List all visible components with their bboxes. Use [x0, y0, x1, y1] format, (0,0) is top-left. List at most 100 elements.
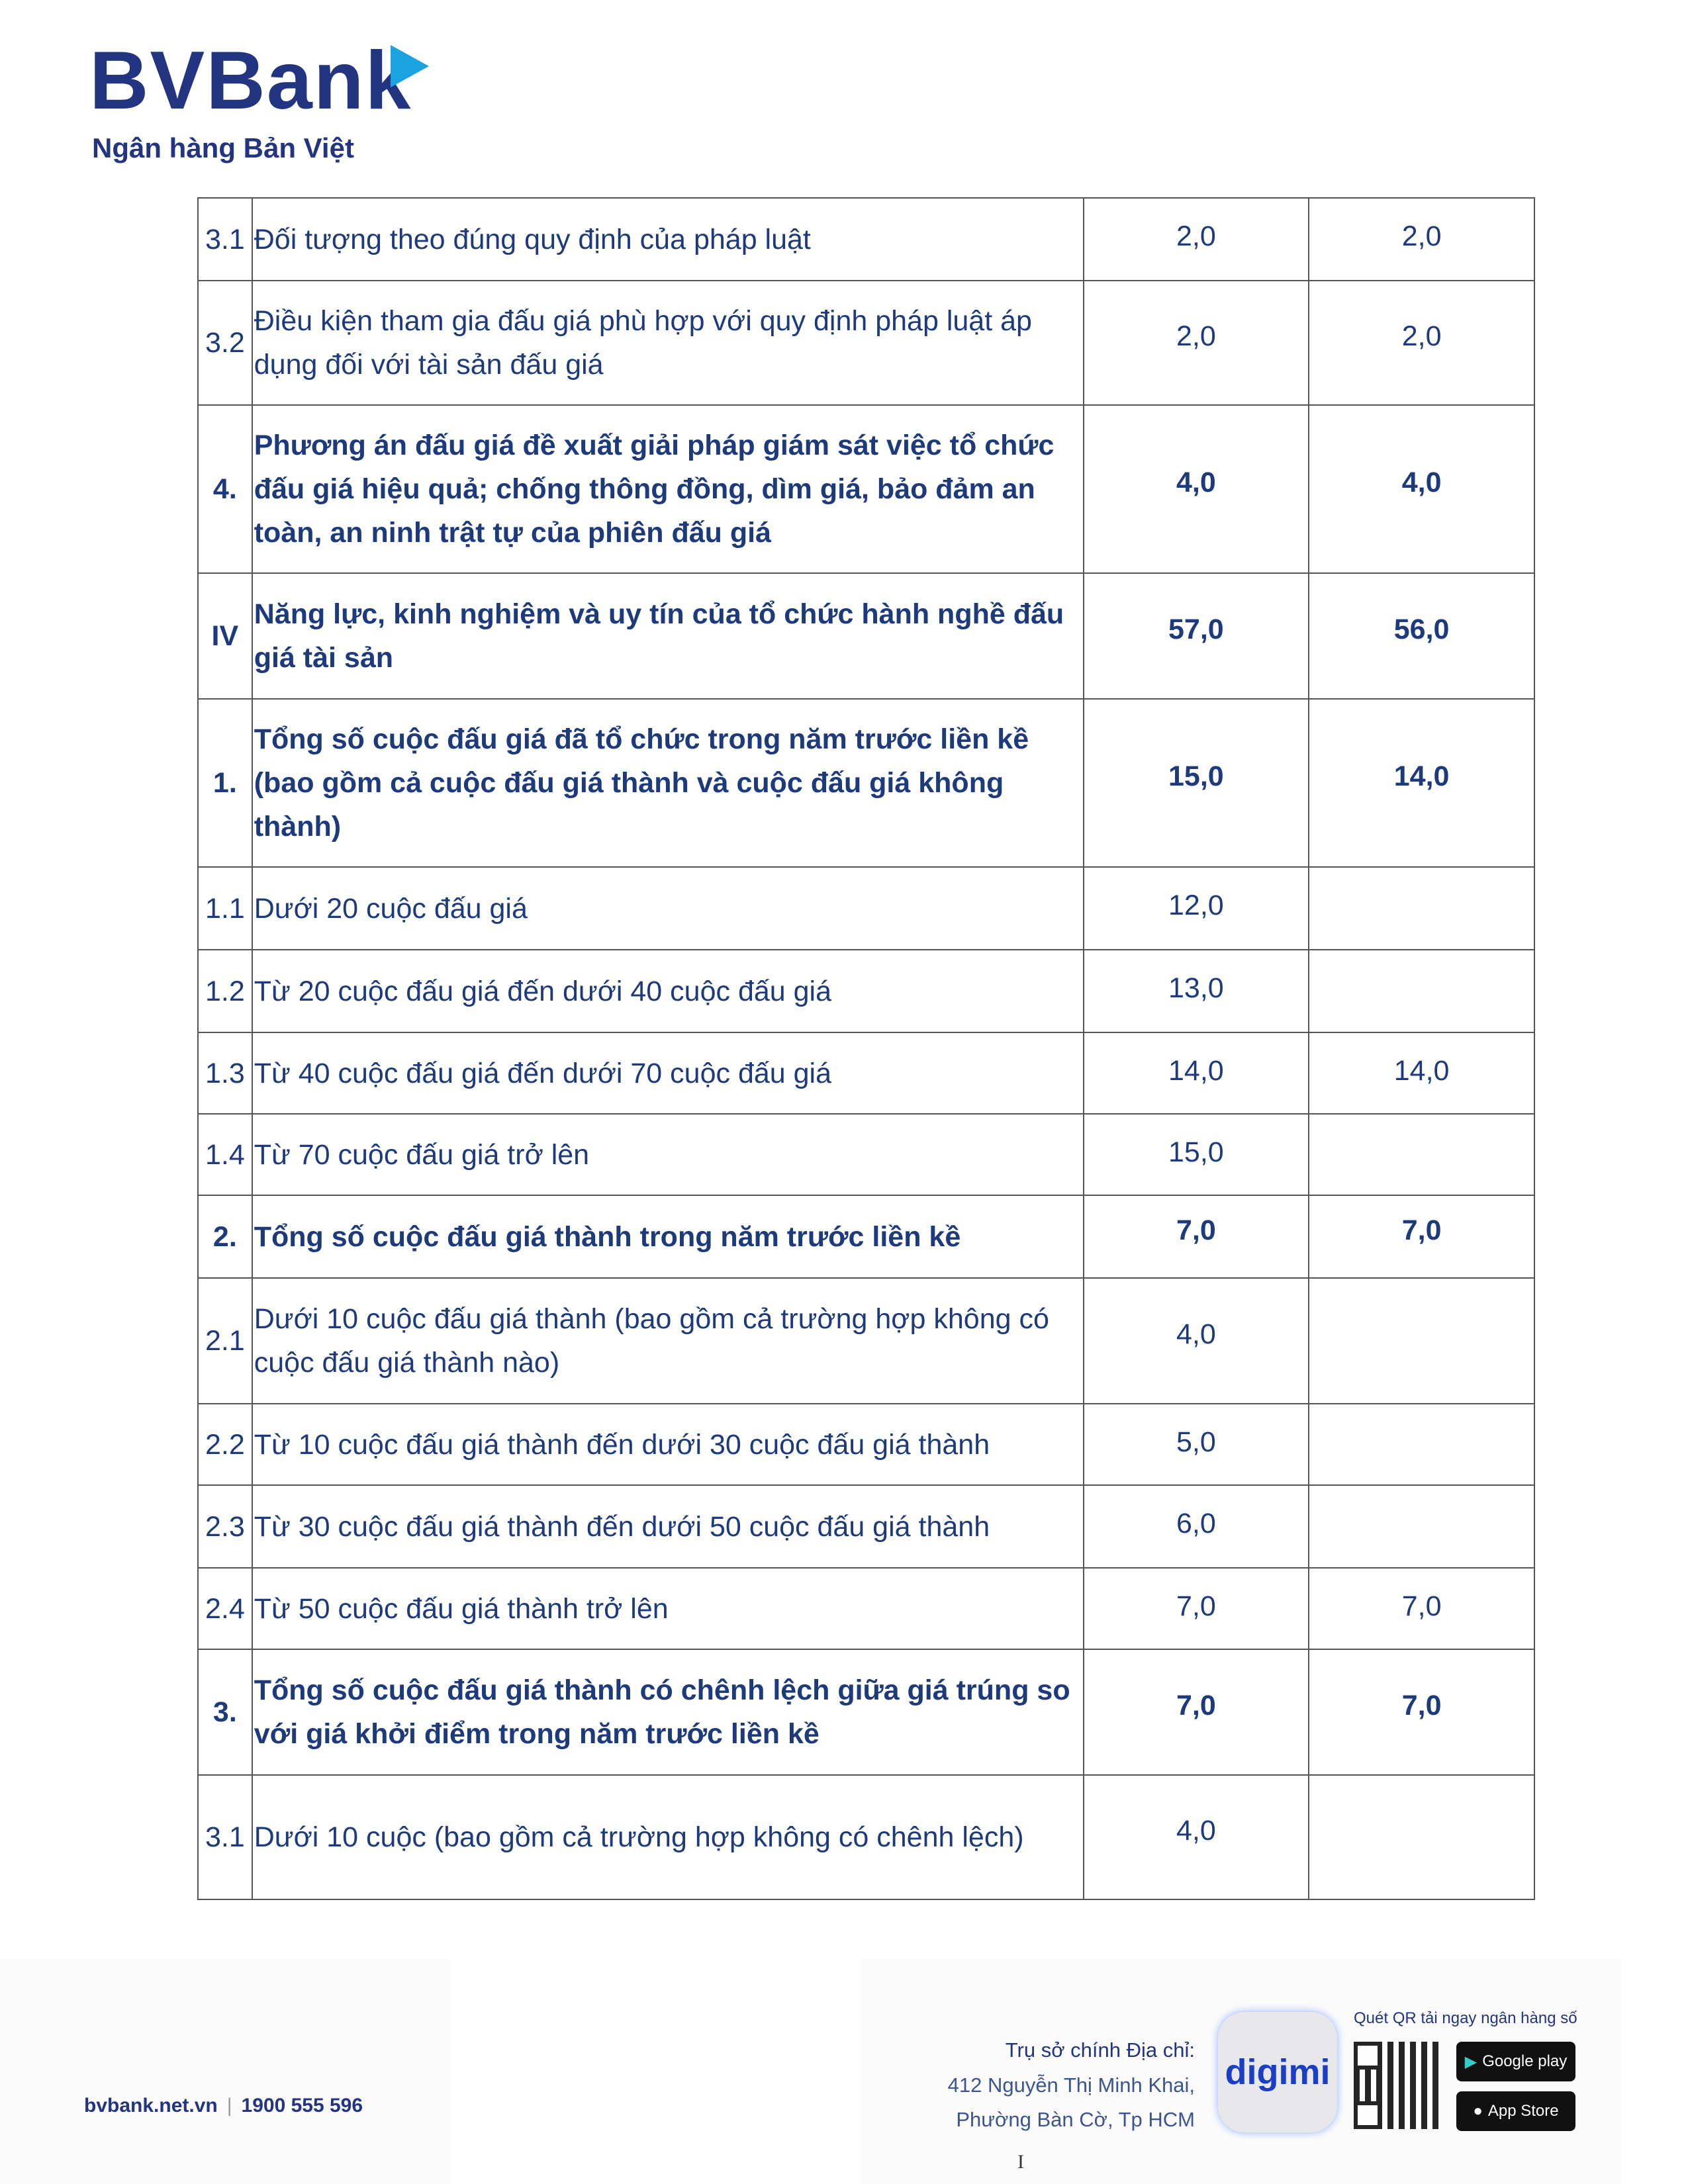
table-row: 1. Tổng số cuộc đấu giá đã tổ chức trong … [197, 698, 1535, 868]
max-score: 5,0 [1082, 1403, 1310, 1486]
table-row: 3.2 Điều kiện tham gia đấu giá phù hợp vớ… [197, 280, 1535, 406]
text-cursor-mark: I [1017, 2151, 1024, 2173]
max-score: 7,0 [1082, 1567, 1310, 1650]
apple-icon: ● [1473, 2102, 1483, 2120]
table-row: 3. Tổng số cuộc đấu giá thành có chênh lệ… [197, 1649, 1535, 1776]
row-number: 3.1 [197, 1774, 253, 1900]
awarded-score [1308, 1403, 1535, 1486]
max-score: 2,0 [1082, 197, 1310, 281]
awarded-score: 4,0 [1308, 404, 1535, 574]
awarded-score [1308, 1113, 1535, 1196]
table-row: 2.4 Từ 50 cuộc đấu giá thành trở lên 7,0 7,… [197, 1567, 1535, 1650]
max-score: 15,0 [1082, 698, 1310, 868]
row-number: 1.2 [197, 949, 253, 1033]
google-play-badge[interactable]: ▶ Google play [1456, 2042, 1575, 2081]
table-row: 3.1 Đối tượng theo đúng quy định của pháp… [197, 197, 1535, 281]
qr-caption: Quét QR tải ngay ngân hàng số [1354, 2009, 1577, 2027]
row-number: 2.1 [197, 1277, 253, 1404]
max-score: 4,0 [1082, 1277, 1310, 1404]
row-number: 3. [197, 1649, 253, 1776]
row-description: Phương án đấu giá đề xuất giải pháp giám… [251, 404, 1084, 574]
footer-contact: bvbank.net.vn | 1900 555 596 [84, 2095, 363, 2117]
row-description: Dưới 20 cuộc đấu giá [251, 866, 1084, 950]
awarded-score: 14,0 [1308, 698, 1535, 868]
table-row: 1.1 Dưới 20 cuộc đấu giá 12,0 [197, 866, 1535, 950]
row-description: Năng lực, kinh nghiệm và uy tín của tổ c… [251, 572, 1084, 700]
hotline[interactable]: 1900 555 596 [241, 2095, 363, 2116]
row-number: 3.1 [197, 197, 253, 281]
row-number: 3.2 [197, 280, 253, 406]
awarded-score: 7,0 [1308, 1649, 1535, 1776]
table-row: 1.3 Từ 40 cuộc đấu giá đến dưới 70 cuộc đ… [197, 1032, 1535, 1115]
row-number: 2.3 [197, 1484, 253, 1569]
separator: | [226, 2095, 232, 2116]
logo-subtitle: Ngân hàng Bản Việt [92, 132, 354, 163]
awarded-score [1308, 949, 1535, 1033]
row-description: Tổng số cuộc đấu giá thành trong năm trư… [251, 1195, 1084, 1279]
scoring-table: 3.1 Đối tượng theo đúng quy định của pháp… [197, 197, 1535, 1900]
row-number: 1.4 [197, 1113, 253, 1196]
app-store-badge[interactable]: ● App Store [1456, 2091, 1575, 2131]
logo-text: BVBank [89, 35, 412, 126]
max-score: 7,0 [1082, 1195, 1310, 1279]
awarded-score [1308, 866, 1535, 950]
awarded-score: 56,0 [1308, 572, 1535, 700]
max-score: 4,0 [1082, 404, 1310, 574]
awarded-score: 2,0 [1308, 197, 1535, 281]
row-description: Dưới 10 cuộc (bao gồm cả trường hợp khôn… [251, 1774, 1084, 1900]
awarded-score: 14,0 [1308, 1032, 1535, 1115]
bvbank-logo: BVBank Ngân hàng Bản Việt [89, 40, 447, 172]
max-score: 15,0 [1082, 1113, 1310, 1196]
digimi-logo-text: digimi [1225, 2052, 1331, 2092]
row-number: 1. [197, 698, 253, 868]
row-number: 2. [197, 1195, 253, 1279]
awarded-score: 7,0 [1308, 1195, 1535, 1279]
row-description: Từ 50 cuộc đấu giá thành trở lên [251, 1567, 1084, 1650]
max-score: 13,0 [1082, 949, 1310, 1033]
address-line-2: Phường Bàn Cờ, Tp HCM [956, 2108, 1195, 2131]
max-score: 2,0 [1082, 280, 1310, 406]
play-icon: ▶ [1464, 2052, 1477, 2071]
address-line-1: 412 Nguyễn Thị Minh Khai, [947, 2073, 1195, 2097]
row-description: Từ 40 cuộc đấu giá đến dưới 70 cuộc đấu … [251, 1032, 1084, 1115]
table-row: 2.3 Từ 30 cuộc đấu giá thành đến dưới 50 … [197, 1484, 1535, 1569]
qr-code [1354, 2042, 1440, 2129]
table-row: 2.1 Dưới 10 cuộc đấu giá thành (bao gồm c… [197, 1277, 1535, 1404]
table-row: 2.2 Từ 10 cuộc đấu giá thành đến dưới 30 … [197, 1403, 1535, 1486]
row-description: Tổng số cuộc đấu giá thành có chênh lệch… [251, 1649, 1084, 1776]
max-score: 7,0 [1082, 1649, 1310, 1776]
row-number: 4. [197, 404, 253, 574]
digimi-app-icon: digimi [1218, 2012, 1337, 2132]
max-score: 12,0 [1082, 866, 1310, 950]
row-number: 1.1 [197, 866, 253, 950]
awarded-score [1308, 1277, 1535, 1404]
table-row: 2. Tổng số cuộc đấu giá thành trong năm t… [197, 1195, 1535, 1279]
row-description: Từ 70 cuộc đấu giá trở lên [251, 1113, 1084, 1196]
row-number: IV [197, 572, 253, 700]
logo-triangle-icon [391, 45, 429, 87]
awarded-score [1308, 1774, 1535, 1900]
table-row: 1.4 Từ 70 cuộc đấu giá trở lên 15,0 [197, 1113, 1535, 1196]
row-description: Từ 10 cuộc đấu giá thành đến dưới 30 cuộ… [251, 1403, 1084, 1486]
awarded-score: 7,0 [1308, 1567, 1535, 1650]
row-description: Tổng số cuộc đấu giá đã tổ chức trong nă… [251, 698, 1084, 868]
address-label: Trụ sở chính Địa chỉ: [1005, 2038, 1195, 2062]
max-score: 14,0 [1082, 1032, 1310, 1115]
table-row: 1.2 Từ 20 cuộc đấu giá đến dưới 40 cuộc đ… [197, 949, 1535, 1033]
max-score: 6,0 [1082, 1484, 1310, 1569]
row-description: Điều kiện tham gia đấu giá phù hợp với q… [251, 280, 1084, 406]
row-description: Từ 20 cuộc đấu giá đến dưới 40 cuộc đấu … [251, 949, 1084, 1033]
footer-left-panel [0, 1959, 450, 2184]
table-row: IV Năng lực, kinh nghiệm và uy tín của tổ… [197, 572, 1535, 700]
awarded-score: 2,0 [1308, 280, 1535, 406]
max-score: 4,0 [1082, 1774, 1310, 1900]
awarded-score [1308, 1484, 1535, 1569]
row-number: 2.4 [197, 1567, 253, 1650]
row-number: 2.2 [197, 1403, 253, 1486]
table-row: 3.1 Dưới 10 cuộc (bao gồm cả trường hợp k… [197, 1774, 1535, 1900]
table-row: 4. Phương án đấu giá đề xuất giải pháp gi… [197, 404, 1535, 574]
row-description: Đối tượng theo đúng quy định của pháp lu… [251, 197, 1084, 281]
website-link[interactable]: bvbank.net.vn [84, 2095, 218, 2116]
max-score: 57,0 [1082, 572, 1310, 700]
row-number: 1.3 [197, 1032, 253, 1115]
